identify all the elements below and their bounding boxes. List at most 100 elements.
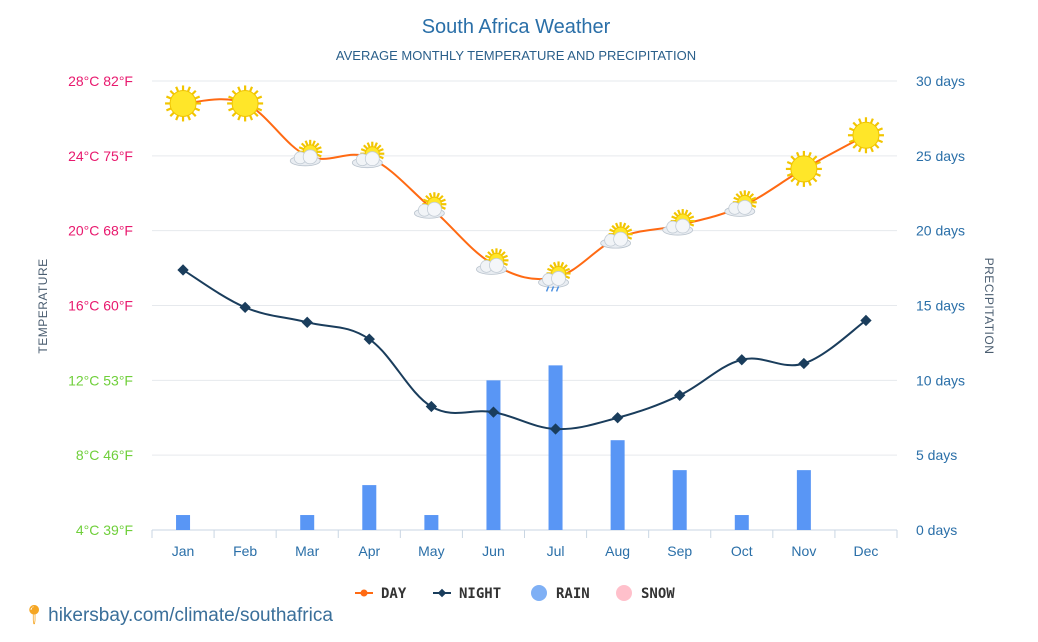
x-tick-label: Sep (667, 543, 692, 559)
sun-ray (735, 193, 741, 199)
sun-disc (852, 121, 880, 149)
sun-ray (231, 111, 237, 117)
cloud-puff (737, 199, 753, 215)
sun-ray (624, 224, 630, 230)
sun-cloud-icon (600, 222, 633, 249)
legend-label: NIGHT (459, 586, 501, 602)
legend-item-night: NIGHT (433, 586, 501, 602)
sun-ray (877, 139, 884, 144)
sun-ray (874, 121, 880, 127)
y-left-tick-label: 24°C 75°F (68, 148, 133, 164)
sun-ray (298, 146, 305, 151)
sun-ray (848, 139, 855, 144)
sun-ray (484, 254, 491, 259)
x-tick-label: Oct (731, 543, 753, 559)
sun-ray (300, 142, 307, 148)
sun-ray (187, 115, 191, 121)
sun-ray (815, 172, 821, 177)
sun-ray (175, 86, 180, 92)
sun-ray (790, 177, 796, 183)
sun-ray (428, 192, 433, 199)
y-right-tick-label: 0 days (916, 522, 957, 538)
rain-bar (610, 440, 625, 530)
legend-diamond-marker (437, 588, 447, 598)
sun-ray (490, 248, 495, 255)
sun-ray (194, 95, 201, 100)
cloud-shape (351, 151, 383, 169)
night-point (425, 400, 438, 413)
x-tick-label: May (418, 543, 444, 559)
y-right-tick-label: 15 days (916, 298, 965, 314)
legend-dot-marker (360, 589, 368, 597)
sun-ray (812, 155, 818, 161)
sun-ray (165, 107, 172, 112)
y-right-tick-label: 20 days (916, 223, 965, 239)
sun-ray (815, 161, 821, 165)
rain-drop (550, 286, 555, 292)
sun-ray (877, 127, 884, 132)
sun-ray (852, 121, 858, 127)
sun-ray (677, 209, 682, 216)
sun-ray (237, 86, 242, 92)
sun-ray (237, 115, 242, 121)
rain-drop (545, 286, 550, 292)
night-line (182, 269, 867, 431)
x-tick-label: Jun (482, 543, 505, 559)
sun-ray (253, 111, 259, 117)
night-point (611, 412, 624, 424)
rain-bar (362, 485, 377, 530)
rain-bar (486, 380, 501, 530)
sun-ray (746, 190, 751, 197)
sun-ray (502, 254, 508, 259)
sun-ray (858, 146, 862, 153)
sun-ray (560, 261, 565, 268)
sun-cloud-icon (289, 139, 323, 167)
source-link[interactable]: 📍︎ hikersbay.com/climate/southafrica (22, 603, 333, 627)
cloud-shape (413, 201, 445, 219)
cloud-shape (600, 231, 632, 249)
sun-ray (609, 228, 615, 233)
sun-ray (671, 215, 677, 220)
night-point (239, 301, 251, 314)
night-point (736, 354, 748, 366)
sun-ray (611, 224, 617, 230)
legend-circle-marker (531, 585, 547, 601)
x-tick-label: Apr (358, 543, 380, 559)
sun-ray (316, 146, 322, 151)
night-point (860, 314, 872, 327)
sun-ray (739, 190, 744, 197)
sun-ray (807, 151, 812, 158)
sun-rays (847, 117, 884, 154)
cloud-shape (538, 271, 569, 288)
cloud-puff (675, 218, 691, 234)
sun-ray (425, 194, 431, 201)
sun-ray (807, 180, 812, 186)
sun-ray (750, 196, 757, 201)
sun-ray (422, 198, 429, 203)
sun-ray (175, 115, 180, 121)
sun-ray (750, 204, 757, 208)
sun-ray (191, 89, 197, 96)
chart-subtitle: AVERAGE MONTHLY TEMPERATURE AND PRECIPIT… (336, 48, 696, 63)
sun-icon (785, 150, 822, 187)
sun-ray (848, 127, 855, 132)
legend-item-snow: SNOW (616, 585, 675, 602)
sun-ray (547, 267, 553, 272)
sun-ray (436, 192, 440, 199)
y-left-tick-label: 28°C 82°F (68, 73, 133, 89)
sun-ray (194, 107, 201, 112)
sun-ray (562, 264, 568, 270)
rain-bar (176, 515, 191, 530)
sun-ray (564, 275, 571, 280)
cloud-shape (724, 199, 756, 217)
night-point (487, 406, 500, 418)
sun-ray (440, 198, 446, 203)
y-right-tick-label: 5 days (916, 447, 957, 463)
sun-cloud-icon (476, 248, 509, 275)
legend-label: SNOW (641, 586, 675, 602)
sun-ray (688, 222, 695, 227)
legend-circle-marker (616, 585, 632, 601)
sun-ray (626, 228, 633, 233)
sun-ray (169, 89, 175, 96)
